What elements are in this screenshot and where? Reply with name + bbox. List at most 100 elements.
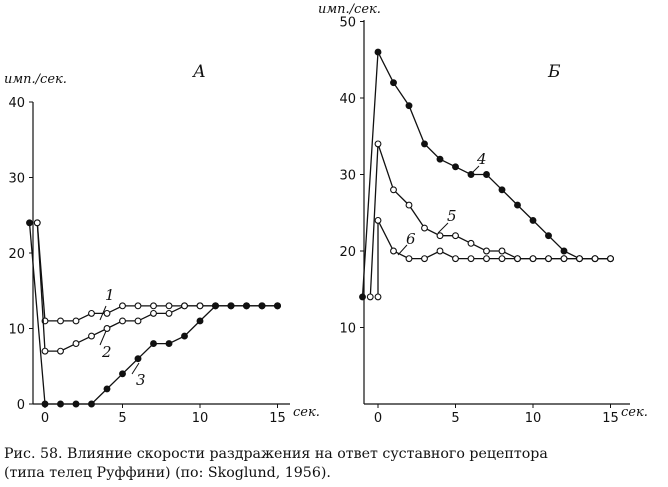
series-label-2: 2 [101,343,112,361]
series-2-point [57,347,64,355]
series-6-point [514,255,521,263]
panel-b-x-ticks: 0 5 10 15 [374,404,619,426]
series-2-point [181,302,188,310]
series-label-3: 3 [136,371,146,389]
panel-b-y-unit: имп./сек. [318,2,381,17]
series-1-point [119,302,126,310]
series-1-point [103,309,111,317]
x-tick-label: 15 [269,411,286,426]
panel-a-series [26,219,281,408]
series-3-leader [131,362,140,375]
series-4-point [560,247,568,255]
series-2-point [72,340,80,348]
series-3-point [274,302,281,310]
series-2-point [119,317,126,325]
y-tick-label: 0 [17,398,25,413]
series-2-point [103,325,111,332]
series-2-point [41,347,49,355]
series-label-6: 6 [406,230,416,248]
series-6-point [390,247,397,255]
x-tick-label: 5 [118,411,126,426]
series-1-point [165,302,173,310]
y-tick-label: 20 [8,247,25,262]
series-4-point [405,102,413,110]
series-1-leader [99,305,107,321]
series-3-point [72,400,80,408]
series-3-point [41,400,49,408]
series-5-point [366,293,374,301]
series-3-point [243,302,250,310]
caption-line-1: Рис. 58. Влияние скорости раздражения на… [4,446,548,462]
panel-a-x-unit: сек. [293,405,320,420]
x-tick-label: 10 [525,411,542,426]
series-3-point [88,400,95,408]
series-6-point [452,255,459,263]
x-tick-label: 15 [602,411,619,426]
series-6-leader [397,244,408,256]
series-5-point [374,140,382,148]
series-6-point [498,255,506,263]
series-1-point [134,302,142,310]
figure-caption: Рис. 58. Влияние скорости раздражения на… [4,445,664,483]
series-4-point [359,293,366,301]
y-tick-label: 20 [339,245,356,260]
series-2-point [33,219,41,227]
series-4-point [374,48,382,56]
series-3-point [26,219,33,227]
series-4-leader [468,165,480,177]
series-5-point [436,232,444,240]
panel-b-y-ticks: 10 20 30 40 50 [339,16,364,337]
series-2-point [150,309,157,317]
series-4-point [452,163,459,171]
panel-a: 0 10 20 30 40 0 5 10 15 имп./сек. сек. А 1 2 3 [4,62,320,426]
series-5-point [498,247,506,255]
series-1-point [57,317,64,325]
series-6-point [560,255,568,263]
series-3-point [196,317,204,325]
series-5-point [405,201,413,209]
series-6-point [607,255,614,263]
series-label-5: 5 [447,207,457,225]
series-3-point [227,302,235,310]
series-1-point [88,309,95,317]
series-2-point [134,317,142,325]
series-5-point [421,224,428,232]
series-4-point [514,201,521,209]
series-3-point [181,332,188,340]
y-tick-label: 30 [8,172,25,187]
series-1-point [150,302,157,310]
series-5-point [452,232,459,240]
series-6-point [591,255,599,263]
panel-a-label: А [192,62,206,82]
caption-line-2: (типа телец Руффини) (по: Skoglund, 1956… [4,465,331,481]
series-3-point [103,385,111,393]
series-2-leader [99,330,107,346]
panel-b-label: Б [547,62,561,82]
series-6-point [483,255,490,263]
series-6-point [467,255,475,263]
series-2-point [196,302,204,310]
series-3-point [134,355,142,363]
series-5-point [483,247,490,255]
series-2-point [165,309,173,317]
series-6-point [374,216,382,224]
x-tick-label: 10 [192,411,209,426]
series-5-line [369,143,611,297]
series-6-point [436,247,444,255]
y-tick-label: 40 [339,92,356,107]
y-tick-label: 40 [8,96,25,111]
y-tick-label: 30 [339,169,356,184]
series-3-point [165,340,173,348]
series-5-leader [437,222,449,234]
y-tick-label: 50 [339,16,356,31]
x-tick-label: 0 [41,411,49,426]
panel-b: 10 20 30 40 50 0 5 10 15 имп./сек. сек. Б 4 5 6 [318,2,648,426]
series-5-point [390,186,397,194]
series-6-point [545,255,552,263]
series-5-point [467,239,475,247]
series-1-point [72,317,80,325]
series-6-point [576,255,583,263]
series-4-point [498,186,506,194]
y-tick-label: 10 [8,323,25,338]
